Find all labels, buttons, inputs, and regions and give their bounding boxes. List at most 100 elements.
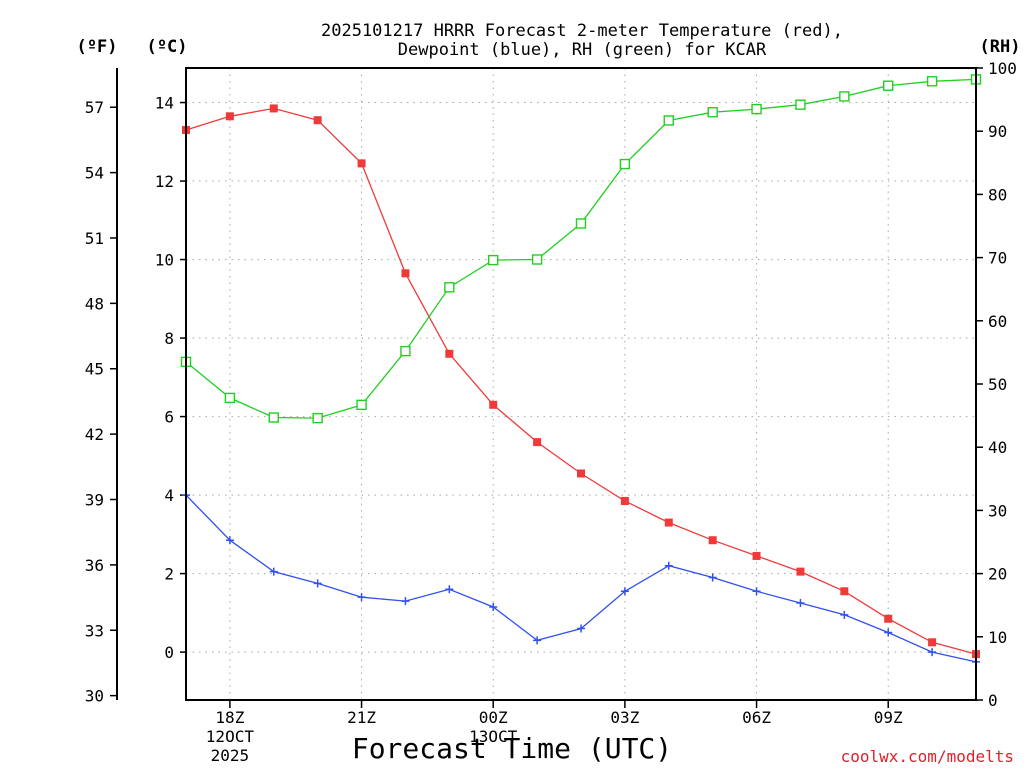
data-series — [180, 74, 982, 666]
chart-title: 2025101217 HRRR Forecast 2-meter Tempera… — [321, 21, 843, 41]
celsius-tick-label: 12 — [155, 172, 174, 191]
temperature-point — [357, 159, 366, 168]
rh-point — [707, 107, 718, 118]
unit-label-celsius: (ºC) — [147, 37, 188, 57]
rh-tick-label: 70 — [988, 249, 1007, 268]
x-tick-label: 09Z — [874, 708, 903, 727]
x-tick-label: 06Z — [742, 708, 771, 727]
rh-point — [531, 254, 543, 265]
fahrenheit-tick-label: 51 — [85, 229, 104, 248]
temperature-point — [884, 614, 893, 623]
fahrenheit-tick-label: 48 — [85, 294, 104, 313]
rh-point — [839, 91, 850, 102]
temperature-point — [225, 112, 234, 121]
dewpoint-point — [928, 648, 937, 657]
grid-lines — [186, 68, 976, 700]
rh-point — [268, 412, 279, 423]
rh-tick-label: 100 — [988, 59, 1017, 78]
temperature-point — [752, 551, 761, 560]
x-tick-label: 00Z — [479, 708, 508, 727]
fahrenheit-tick-label: 39 — [85, 491, 104, 510]
plot-frame — [185, 67, 977, 701]
celsius-tick-label: 4 — [164, 486, 174, 505]
x-tick-label: 18Z — [215, 708, 244, 727]
dewpoint-point — [708, 573, 717, 582]
rh-tick-label: 60 — [988, 312, 1007, 331]
rh-point — [795, 99, 806, 110]
dewpoint-point — [752, 587, 761, 596]
temperature-line — [185, 107, 977, 655]
x-tick-label: 21Z — [347, 708, 376, 727]
x-date-label: 13OCT — [469, 727, 518, 746]
dewpoint-point — [577, 624, 585, 633]
rh-point — [444, 282, 455, 293]
temperature-point — [533, 438, 542, 447]
temperature-point — [401, 269, 410, 278]
rh-point — [619, 158, 631, 170]
celsius-tick-label: 10 — [155, 251, 174, 270]
temperature-point — [796, 567, 805, 576]
rh-tick-label: 40 — [988, 438, 1007, 457]
dewpoint-point — [840, 610, 849, 619]
rh-point — [488, 254, 499, 266]
rh-point — [356, 399, 367, 411]
dewpoint-point — [401, 597, 410, 606]
fahrenheit-tick-label: 30 — [85, 687, 104, 706]
rh-line — [185, 78, 977, 419]
rh-point — [926, 76, 938, 87]
temperature-point — [708, 536, 717, 545]
unit-label-fahrenheit: (ºF) — [77, 37, 118, 57]
dewpoint-series — [182, 491, 980, 666]
rh-tick-label: 20 — [988, 565, 1007, 584]
dewpoint-line — [185, 494, 977, 663]
temperature-point — [577, 469, 585, 478]
temperature-series — [182, 104, 980, 659]
rh-point — [883, 80, 894, 91]
celsius-tick-label: 0 — [164, 643, 174, 662]
rh-tick-label: 30 — [988, 501, 1007, 520]
dewpoint-point — [533, 636, 542, 645]
dewpoint-point — [269, 567, 278, 576]
rh-tick-label: 90 — [988, 122, 1007, 141]
temperature-point — [269, 104, 278, 113]
x-axis-label: Forecast Time (UTC) — [352, 732, 672, 765]
x-tick-label: 03Z — [610, 708, 639, 727]
fahrenheit-tick-label: 45 — [85, 360, 104, 379]
fahrenheit-tick-label: 57 — [85, 98, 104, 117]
dewpoint-point — [796, 599, 805, 608]
dewpoint-point — [313, 579, 322, 588]
rh-point — [751, 103, 762, 115]
credit-text: coolwx.com/modelts — [841, 747, 1014, 766]
rh-series — [180, 74, 982, 424]
dewpoint-point — [357, 593, 366, 602]
celsius-tick-label: 2 — [164, 565, 174, 584]
dewpoint-point — [664, 561, 673, 570]
temperature-point — [620, 496, 629, 505]
fahrenheit-tick-label: 36 — [85, 556, 104, 575]
temperature-point — [313, 116, 322, 125]
temperature-point — [445, 349, 454, 358]
dewpoint-point — [225, 536, 234, 545]
dewpoint-point — [489, 602, 498, 611]
rh-point — [663, 115, 674, 126]
dewpoint-point — [884, 628, 893, 637]
temperature-point — [840, 587, 849, 596]
fahrenheit-tick-label: 42 — [85, 425, 104, 444]
rh-point — [400, 345, 411, 357]
rh-tick-label: 10 — [988, 628, 1007, 647]
celsius-tick-label: 8 — [164, 329, 174, 348]
x-date-label: 12OCT — [206, 727, 255, 746]
rh-point — [224, 392, 236, 404]
chart-subtitle: Dewpoint (blue), RH (green) for KCAR — [398, 40, 767, 60]
x-year-label: 2025 — [211, 746, 250, 765]
fahrenheit-tick-label: 54 — [85, 164, 104, 183]
temperature-point — [928, 638, 937, 647]
rh-tick-label: 0 — [988, 691, 998, 710]
unit-label-rh: (RH) — [980, 37, 1021, 57]
fahrenheit-tick-label: 33 — [85, 621, 104, 640]
rh-point — [312, 412, 323, 424]
rh-point — [575, 218, 587, 229]
celsius-tick-label: 6 — [164, 408, 174, 427]
